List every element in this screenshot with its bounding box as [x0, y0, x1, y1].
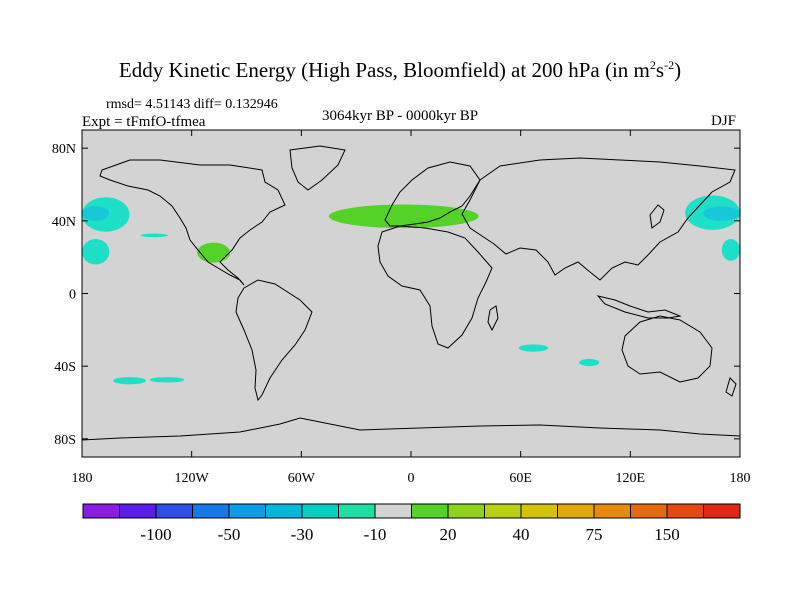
title-unit-superscript-1: 2	[649, 58, 656, 72]
region-north-atlantic-europe	[328, 204, 479, 229]
title-unit-s: s	[655, 58, 665, 82]
colorbar-swatch	[630, 503, 668, 519]
axis-ticks	[81, 130, 741, 457]
coast-europe	[384, 161, 481, 227]
region-subtropical-pacific-east	[721, 239, 740, 261]
colorbar-swatch	[484, 503, 522, 519]
colorbar-swatch	[301, 503, 339, 519]
x-tick-label: 60W	[288, 471, 316, 486]
colorbar-label: -10	[364, 525, 387, 544]
coast-australia	[621, 315, 713, 383]
chart-title-text: Eddy Kinetic Energy (High Pass, Bloomfie…	[118, 58, 650, 82]
x-tick-label: 120W	[175, 471, 210, 486]
title-unit-close: )	[674, 58, 682, 82]
region-subtropical-pacific-west	[82, 239, 110, 265]
coast-japan	[649, 204, 665, 229]
coast-madagascar	[487, 305, 499, 332]
y-tick-label: 40S	[54, 360, 76, 375]
y-tick-label: 0	[69, 288, 76, 303]
colorbar-labels: -100 -50 -30 -10 20 40 75 150	[140, 525, 679, 544]
map-background	[82, 130, 740, 457]
stats-line: rmsd= 4.51143 diff= 0.132946	[106, 97, 278, 112]
colorbar-swatch	[593, 503, 631, 519]
colorbar-label: 75	[586, 525, 603, 544]
y-tick-labels: 80N 40N 0 40S 80S	[52, 142, 76, 448]
coast-greenland	[289, 145, 346, 191]
coast-antarctica	[82, 417, 740, 441]
region-southern-ocean-a	[113, 377, 146, 385]
colorbar-swatch	[338, 503, 376, 519]
colorbar-swatch	[520, 503, 558, 519]
x-tick-label: 120E	[616, 471, 646, 486]
region-south-indian-b	[579, 358, 600, 367]
colorbar-label: -30	[291, 525, 314, 544]
colorbar-swatch	[374, 503, 412, 519]
coast-asia	[461, 157, 736, 281]
colorbar-label: -100	[140, 525, 171, 544]
anomaly-regions	[82, 195, 740, 385]
region-south-indian-a	[518, 344, 549, 352]
period-label: 3064kyr BP - 0000kyr BP	[322, 108, 479, 124]
experiment-label: Expt = tFmfO-tfmea	[82, 114, 206, 130]
colorbar-label: 40	[513, 525, 530, 544]
colorbar-swatch	[557, 503, 595, 519]
chart-title: Eddy Kinetic Energy (High Pass, Bloomfie…	[0, 58, 800, 83]
coast-south-america	[235, 279, 313, 402]
colorbar-label: -50	[218, 525, 241, 544]
coast-north-america	[99, 159, 286, 286]
coast-indonesia	[596, 295, 682, 319]
season-label: DJF	[711, 113, 737, 129]
region-central-america	[197, 242, 231, 263]
colorbar-swatch	[192, 503, 230, 519]
x-tick-label: 180	[730, 471, 751, 486]
colorbar	[82, 503, 741, 519]
colorbar-label: 20	[440, 525, 457, 544]
colorbar-label: 150	[654, 525, 680, 544]
colorbar-swatch	[228, 503, 266, 519]
colorbar-swatch	[703, 503, 741, 519]
y-tick-label: 80N	[52, 142, 76, 157]
coast-new-zealand	[725, 377, 737, 397]
coast-africa	[377, 225, 493, 349]
colorbar-swatch	[666, 503, 704, 519]
coastlines	[82, 145, 740, 441]
colorbar-swatch	[155, 503, 193, 519]
x-tick-label: 0	[408, 471, 415, 486]
colorbar-swatch	[82, 503, 120, 519]
region-north-pacific-east-core	[703, 206, 740, 221]
colorbar-swatch	[265, 503, 303, 519]
colorbar-swatch	[119, 503, 157, 519]
y-tick-label: 40N	[52, 215, 76, 230]
y-tick-label: 80S	[54, 433, 76, 448]
region-north-pacific-west-core	[82, 206, 110, 221]
region-southern-ocean-b	[149, 377, 185, 383]
x-tick-labels: 180 120W 60W 0 60E 120E 180	[72, 471, 751, 486]
colorbar-swatch	[447, 503, 485, 519]
colorbar-swatch	[411, 503, 449, 519]
title-unit-superscript-2: -2	[664, 58, 675, 72]
x-tick-label: 60E	[509, 471, 532, 486]
x-tick-label: 180	[72, 471, 93, 486]
region-subtropical-pacific-streak	[140, 233, 168, 238]
